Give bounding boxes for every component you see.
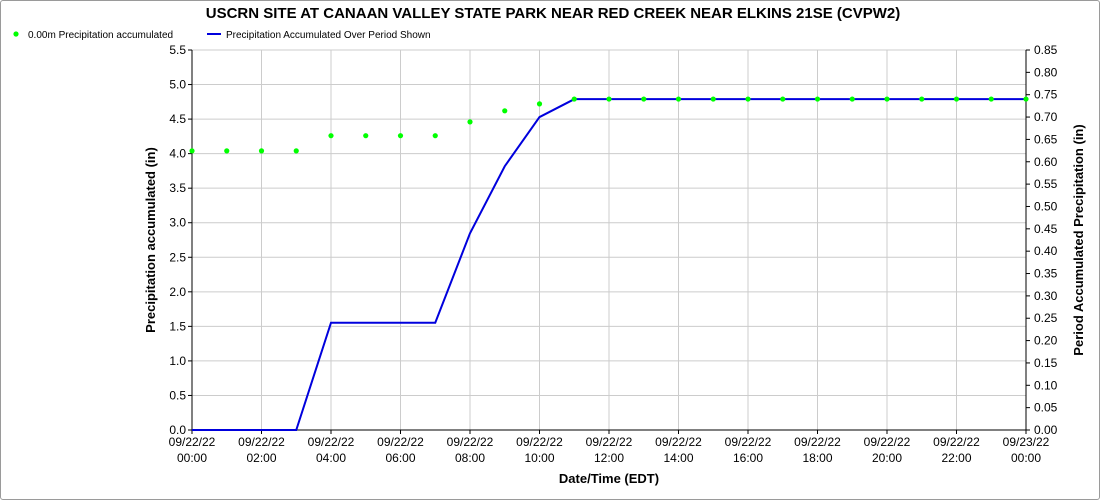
- accumulated-point: [328, 133, 334, 139]
- legend-label-line: Precipitation Accumulated Over Period Sh…: [226, 30, 431, 41]
- accumulated-point: [884, 96, 890, 102]
- accumulated-point: [293, 148, 299, 154]
- accumulated-point: [675, 96, 682, 102]
- chart-title: USCRN SITE AT CANAAN VALLEY STATE PARK N…: [206, 5, 901, 22]
- y2-tick-label: 0.40: [1034, 244, 1058, 258]
- accumulated-point: [258, 148, 265, 154]
- x-tick-label-time: 00:00: [1011, 451, 1041, 465]
- y2-tick-label: 0.50: [1034, 199, 1058, 213]
- y2-tick-label: 0.25: [1034, 311, 1058, 325]
- x-tick-label-date: 09/22/22: [169, 435, 216, 449]
- y2-tick-label: 0.20: [1034, 334, 1058, 348]
- x-tick-label-date: 09/22/22: [864, 435, 911, 449]
- y-tick-label: 3.0: [169, 216, 186, 230]
- accumulated-point: [432, 133, 438, 139]
- y-axis-title: Precipitation accumulated (in): [143, 147, 158, 333]
- accumulated-point: [745, 96, 751, 102]
- x-tick-label-time: 10:00: [524, 451, 554, 465]
- x-tick-label-time: 04:00: [316, 451, 346, 465]
- x-tick-label-date: 09/22/22: [586, 435, 633, 449]
- accumulated-point: [849, 96, 855, 102]
- accumulated-point: [988, 96, 994, 102]
- x-axis-title: Date/Time (EDT): [559, 471, 659, 486]
- accumulated-point: [780, 96, 786, 102]
- y-tick-label: 4.0: [169, 147, 186, 161]
- legend-label-scatter: 0.00m Precipitation accumulated: [28, 30, 173, 41]
- legend-marker-scatter: [13, 31, 19, 37]
- x-tick-label-date: 09/22/22: [794, 435, 841, 449]
- grid: [191, 49, 1027, 431]
- y-tick-label: 4.5: [169, 112, 186, 126]
- accumulated-point: [189, 148, 195, 154]
- x-tick-label-date: 09/22/22: [238, 435, 285, 449]
- y-tick-label: 5.5: [169, 43, 186, 57]
- y-tick-label: 1.5: [169, 319, 186, 333]
- y-tick-label: 2.0: [169, 285, 186, 299]
- y2-tick-label: 0.55: [1034, 177, 1058, 191]
- accumulated-point: [814, 96, 821, 102]
- y2-tick-label: 0.35: [1034, 267, 1058, 281]
- y2-tick-label: 0.60: [1034, 155, 1058, 169]
- x-tick-label-date: 09/22/22: [308, 435, 355, 449]
- x-tick-label-time: 00:00: [177, 451, 207, 465]
- y-tick-label: 0.0: [169, 423, 186, 437]
- series-accumulated-points: [189, 96, 1029, 154]
- accumulated-point: [606, 96, 612, 102]
- y2-tick-label: 0.80: [1034, 65, 1058, 79]
- accumulated-point: [536, 101, 543, 107]
- x-tick-label-time: 12:00: [594, 451, 624, 465]
- x-tick-label-time: 22:00: [941, 451, 971, 465]
- accumulated-point: [397, 133, 404, 139]
- y-tick-label: 0.5: [169, 388, 186, 402]
- x-tick-label-date: 09/23/22: [1003, 435, 1050, 449]
- x-tick-label-time: 14:00: [663, 451, 693, 465]
- accumulated-point: [641, 96, 647, 102]
- x-tick-label-date: 09/22/22: [655, 435, 702, 449]
- x-tick-label-date: 09/22/22: [725, 435, 772, 449]
- x-tick-label-time: 02:00: [246, 451, 276, 465]
- x-tick-label-time: 06:00: [385, 451, 415, 465]
- y-tick-label: 3.5: [169, 181, 186, 195]
- y2-tick-label: 0.85: [1034, 43, 1058, 57]
- x-tick-label-time: 18:00: [802, 451, 832, 465]
- y2-tick-label: 0.00: [1034, 423, 1058, 437]
- y2-tick-label: 0.45: [1034, 222, 1058, 236]
- legend: 0.00m Precipitation accumulated Precipit…: [13, 30, 431, 41]
- accumulated-point: [502, 108, 508, 114]
- y2-tick-label: 0.70: [1034, 110, 1058, 124]
- y2-axis-title: Period Accumulated Precipitation (in): [1071, 124, 1086, 355]
- y2-tick-label: 0.30: [1034, 289, 1058, 303]
- x-tick-label-date: 09/22/22: [377, 435, 424, 449]
- accumulated-point: [363, 133, 369, 139]
- x-tick-label-time: 20:00: [872, 451, 902, 465]
- accumulated-point: [710, 96, 716, 102]
- y2-tick-label: 0.65: [1034, 132, 1058, 146]
- accumulated-point: [571, 96, 577, 102]
- x-tick-label-date: 09/22/22: [447, 435, 494, 449]
- axes: 09/22/22 00:00 09/22/22 02:00 09/22/22 04:00 0…: [169, 43, 1058, 465]
- y2-tick-label: 0.10: [1034, 378, 1058, 392]
- accumulated-point: [224, 148, 230, 154]
- x-tick-label-date: 09/22/22: [516, 435, 563, 449]
- y2-tick-label: 0.15: [1034, 356, 1058, 370]
- x-tick-label-time: 16:00: [733, 451, 763, 465]
- y-tick-label: 1.0: [169, 354, 186, 368]
- accumulated-point: [919, 96, 925, 102]
- x-tick-label-time: 08:00: [455, 451, 485, 465]
- accumulated-point: [1023, 96, 1029, 102]
- y-tick-label: 5.0: [169, 78, 186, 92]
- y-tick-label: 2.5: [169, 250, 186, 264]
- y2-tick-label: 0.05: [1034, 401, 1058, 415]
- x-tick-label-date: 09/22/22: [933, 435, 980, 449]
- accumulated-point: [953, 96, 960, 102]
- accumulated-point: [467, 119, 473, 125]
- y2-tick-label: 0.75: [1034, 88, 1058, 102]
